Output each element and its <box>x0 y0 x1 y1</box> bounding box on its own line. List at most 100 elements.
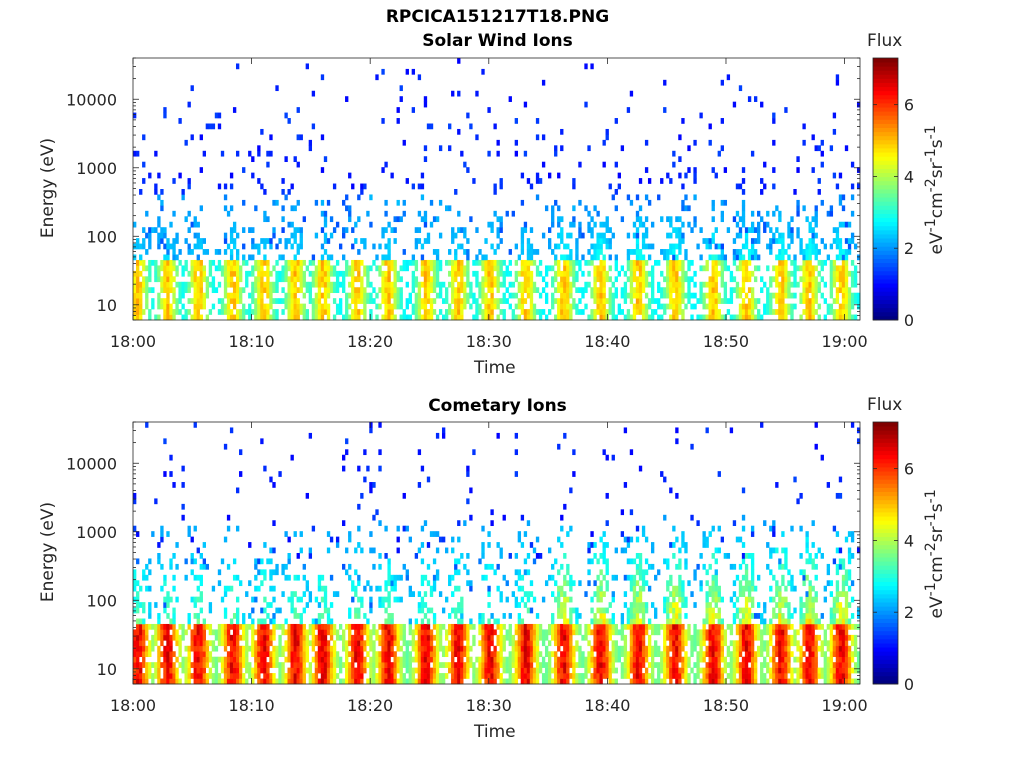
spectrogram-cell <box>487 309 491 315</box>
spectrogram-cell <box>802 205 806 212</box>
spectrogram-cell <box>435 678 440 685</box>
spectrogram-cell <box>360 634 364 641</box>
spectrogram-cell <box>266 662 270 668</box>
spectrogram-cell <box>263 645 267 652</box>
spectrogram-cell <box>299 309 303 315</box>
spectrogram-cell <box>484 254 488 261</box>
spectrogram-cell <box>208 259 213 266</box>
spectrogram-cell <box>575 678 579 685</box>
spectrogram-cell <box>423 673 428 679</box>
spectrogram-cell <box>229 298 234 304</box>
spectrogram-cell <box>578 678 582 685</box>
spectrogram-cell <box>290 656 294 663</box>
spectrogram-cell <box>235 63 240 70</box>
spectrogram-cell <box>172 309 176 315</box>
spectrogram-cell <box>538 629 543 636</box>
spectrogram-cell <box>611 618 615 625</box>
spectrogram-cell <box>438 678 443 685</box>
spectrogram-cell <box>508 623 512 630</box>
spectrogram-cell <box>641 276 646 283</box>
spectrogram-cell <box>157 629 161 636</box>
spectrogram-cell <box>420 216 425 223</box>
spectrogram-cell <box>632 292 637 299</box>
spectrogram-cell <box>602 265 606 272</box>
spectrogram-cell <box>544 651 549 658</box>
spectrogram-cell <box>429 303 434 310</box>
spectrogram-cell <box>454 309 458 315</box>
spectrogram-cell <box>435 259 440 266</box>
spectrogram-cell <box>529 678 534 685</box>
spectrogram-cell <box>348 651 352 658</box>
spectrogram-cell <box>426 259 431 266</box>
spectrogram-cell <box>814 287 818 294</box>
spectrogram-cell <box>735 249 740 255</box>
spectrogram-cell <box>611 314 615 321</box>
spectrogram-cell <box>490 673 494 679</box>
spectrogram-cell <box>342 227 346 233</box>
spectrogram-cell <box>593 678 597 685</box>
spectrogram-cell <box>387 645 391 652</box>
spectrogram-cell <box>490 276 494 283</box>
spectrogram-cell <box>469 580 473 587</box>
spectrogram-cell <box>420 634 425 641</box>
spectrogram-cell <box>414 292 419 299</box>
spectrogram-cell <box>296 678 300 685</box>
spectrogram-cell <box>378 449 382 456</box>
spectrogram-cell <box>741 216 746 223</box>
spectrogram-cell <box>451 292 455 299</box>
spectrogram-cell <box>657 194 661 201</box>
spectrogram-cell <box>778 232 782 239</box>
spectrogram-cell <box>741 254 746 261</box>
spectrogram-cell <box>532 249 537 255</box>
spectrogram-cell <box>357 292 361 299</box>
spectrogram-cell <box>193 667 197 674</box>
spectrogram-cell <box>520 651 525 658</box>
spectrogram-cell <box>187 183 191 190</box>
spectrogram-cell <box>578 673 582 679</box>
spectrogram-cell <box>363 476 367 483</box>
spectrogram-cell <box>738 303 743 310</box>
spectrogram-cell <box>599 265 603 272</box>
spectrogram-cell <box>157 542 161 548</box>
spectrogram-cell <box>557 309 561 315</box>
spectrogram-cell <box>314 596 319 603</box>
spectrogram-cell <box>590 531 594 537</box>
spectrogram-cell <box>166 309 170 315</box>
spectrogram-cell <box>511 281 515 288</box>
spectrogram-cell <box>293 232 297 239</box>
spectrogram-cell <box>260 298 264 304</box>
spectrogram-cell <box>260 292 264 299</box>
spectrogram-cell <box>329 662 334 668</box>
spectrogram-cell <box>172 613 176 619</box>
spectrogram-cell <box>814 232 818 239</box>
spectrogram-cell <box>290 314 294 321</box>
spectrogram-cell <box>414 276 419 283</box>
spectrogram-cell <box>290 667 294 674</box>
spectrogram-cell <box>602 287 606 294</box>
spectrogram-cell <box>514 471 519 477</box>
spectrogram-cell <box>602 547 606 554</box>
spectrogram-cell <box>354 287 358 294</box>
spectrogram-cell <box>638 309 643 315</box>
spectrogram-cell <box>623 287 628 294</box>
spectrogram-cell <box>517 640 522 647</box>
spectrogram-cell <box>142 629 146 636</box>
spectrogram-cell <box>305 640 309 647</box>
spectrogram-cell <box>481 656 485 663</box>
spectrogram-cell <box>384 585 388 592</box>
spectrogram-cell <box>272 298 276 304</box>
spectrogram-cell <box>387 238 391 244</box>
spectrogram-cell <box>605 656 609 663</box>
spectrogram-cell <box>723 298 728 304</box>
spectrogram-cell <box>423 210 428 217</box>
spectrogram-cell <box>326 645 331 652</box>
spectrogram-cell <box>454 569 458 576</box>
spectrogram-cell <box>323 156 328 163</box>
spectrogram-cell <box>323 667 328 674</box>
spectrogram-cell <box>196 673 200 679</box>
spectrogram-cell <box>260 651 264 658</box>
spectrogram-cell <box>578 613 582 619</box>
spectrogram-cell <box>714 292 718 299</box>
spectrogram-cell <box>229 673 234 679</box>
spectrogram-cell <box>166 238 170 244</box>
